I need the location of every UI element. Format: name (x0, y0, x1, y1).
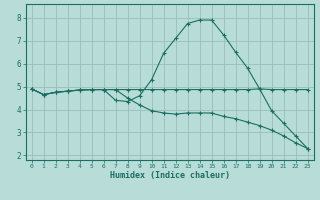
X-axis label: Humidex (Indice chaleur): Humidex (Indice chaleur) (109, 171, 230, 180)
